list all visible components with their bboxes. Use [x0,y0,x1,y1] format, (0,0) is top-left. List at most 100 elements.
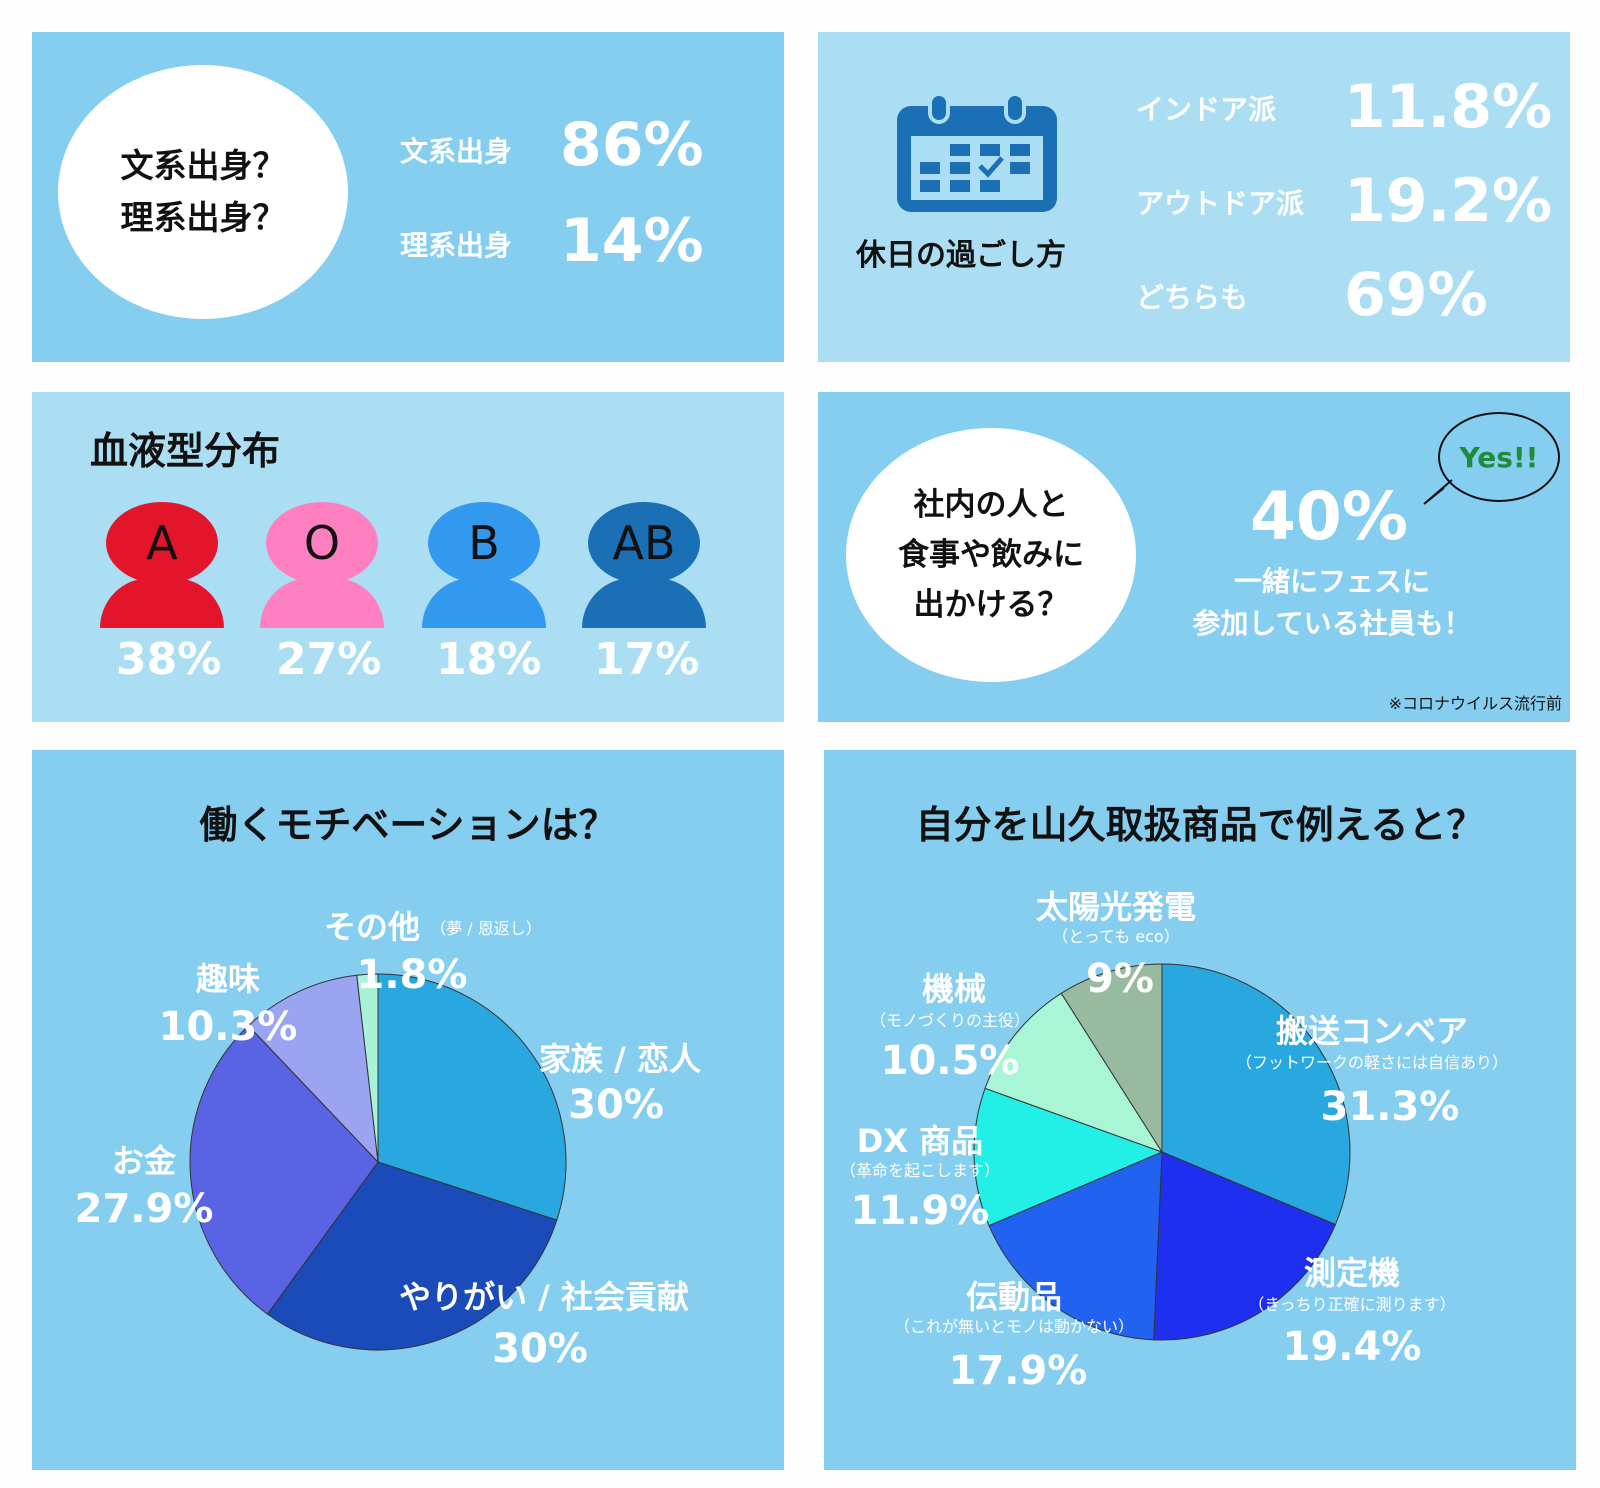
value-humanities: 86% [560,110,704,180]
slice-value-0-1: 30% [492,1326,588,1372]
value-outdoor: 19.2% [1344,166,1553,236]
value-ab: 17% [594,634,700,685]
slice-label-1-2: 伝動品 [966,1278,1062,1316]
blood-letter-ab: AB [612,516,676,570]
dining-line-3: 出かける？ [913,587,1069,623]
value-o: 27% [276,634,382,685]
dining-question-circle: 社内の人と 食事や飲みに 出かける？ [846,428,1136,682]
pie-slice-1-1 [1153,1151,1337,1341]
slice-note-1-2: （これが無いとモノは動かない） [894,1317,1134,1336]
yes-text: Yes!! [1459,440,1539,474]
slice-note-1-1: （きっちり正確に測ります） [1248,1295,1455,1314]
bubble-tail [1423,479,1453,505]
panel-blood-type: 血液型分布 A O B AB 38% 27% 18% 17% [32,392,784,722]
slice-label-0-2: お金 [112,1142,177,1180]
yes-speech-bubble: Yes!! [1438,412,1560,502]
dining-value: 40% [1250,478,1408,555]
slice-label-1-4: 機械 [922,970,986,1008]
slice-label-group-1-1: 測定機 （きっちり正確に測ります） 19.4% [1248,1254,1455,1370]
panel-humanities-science: 文系出身？ 理系出身？ 文系出身 86% 理系出身 14% [32,32,784,362]
slice-label-group-1-3: DX 商品（革命を起こします） 11.9% [840,1122,1000,1234]
slice-value-1-4: 10.5% [881,1038,1020,1084]
slice-label-1-0: 搬送コンベア [1276,1012,1468,1050]
slice-value-1-2: 17.9% [949,1348,1088,1394]
slice-note-1-4: （モノづくりの主役） [870,1011,1030,1030]
dining-line-1: 社内の人と [913,487,1069,523]
slice-label-group-0-0: 家族 / 恋人 30% [539,1040,701,1128]
slice-note-1-0: （フットワークの軽さには自信あり） [1236,1053,1508,1072]
question-line-1: 文系出身？ [120,146,286,185]
chart1-title: 働くモチベーションは？ [199,803,617,847]
slice-label-0-1: やりがい / 社会貢献 [399,1278,689,1316]
person-b-icon: B [422,502,546,628]
slice-label-0-0: 家族 / 恋人 [539,1040,701,1078]
dining-sub-1: 一緒にフェスに [1233,565,1430,598]
slice-note-0-4: （夢 / 恩返し） [430,919,542,938]
slice-label-group-1-5: 太陽光発電（とっても eco） 9% [1036,888,1196,1002]
pie-slice-1-5 [1060,963,1163,1154]
slice-value-1-0: 31.3% [1321,1084,1460,1130]
slice-label-1-1: 測定機 [1304,1254,1400,1292]
blood-letter-a: A [146,516,178,570]
pie-slice-1-3 [973,1087,1164,1227]
dining-sub-2: 参加している社員も！ [1192,607,1472,640]
value-a: 38% [116,634,222,685]
slice-label-group-0-4: その他 （夢 / 恩返し） 1.8% [324,908,542,998]
pie-slice-0-2 [189,1025,379,1315]
pie-slice-1-0 [1161,963,1351,1226]
slice-value-1-5: 9% [1086,956,1154,1002]
slice-label-0-3: 趣味 [196,960,260,998]
label-science: 理系出身 [400,229,513,262]
slice-value-1-3: 11.9% [851,1188,990,1234]
label-both: どちらも [1136,281,1249,314]
chart2-title: 自分を山久取扱商品で例えると？ [915,803,1485,847]
slice-note-1-5: （とっても eco） [1052,927,1179,946]
slice-label-group-1-0: 搬送コンベア （フットワークの軽さには自信あり） 31.3% [1236,1012,1508,1130]
slice-value-0-0: 30% [568,1082,664,1128]
calendar-icon [897,94,1057,212]
pie-slice-0-1 [266,1161,558,1351]
label-humanities: 文系出身 [400,135,513,168]
slice-label-group-0-3: 趣味 10.3% [159,960,298,1050]
slice-label-group-1-4: 機械 （モノづくりの主役） 10.5% [870,970,1030,1084]
slice-label-group-0-2: お金 27.9% [75,1142,214,1232]
dining-line-2: 食事や飲みに [898,537,1084,573]
panel-dining: 社内の人と 食事や飲みに 出かける？ Yes!! 40% 一緒にフェスに 参加し… [818,392,1570,722]
label-outdoor: アウトドア派 [1136,187,1305,220]
slice-label-1-3: DX 商品 [857,1122,983,1160]
dining-note: ※コロナウイルス流行前 [1388,694,1562,713]
slice-label-group-1-2: 伝動品（これが無いとモノは動かない） 17.9% [894,1278,1134,1394]
slice-value-1-1: 19.4% [1283,1324,1422,1370]
panel-motivation: 働くモチベーションは？ 家族 / 恋人 30% やりがい / 社会貢献 30% お金 27… [32,750,784,1470]
slice-value-0-3: 10.3% [159,1004,298,1050]
blood-letter-o: O [303,516,341,570]
slice-value-0-2: 27.9% [75,1186,214,1232]
person-a-icon: A [100,502,224,628]
blood-title: 血液型分布 [90,429,281,473]
panel-holiday: 休日の過ごし方 インドア派 11.8% アウトドア派 19.2% どちらも 69… [818,32,1570,362]
pie-slice-1-4 [984,992,1164,1153]
person-ab-icon: AB [582,502,706,628]
pie-slice-0-3 [247,974,379,1164]
person-o-icon: O [260,502,384,628]
value-b: 18% [436,634,542,685]
panel-products: 自分を山久取扱商品で例えると？ 搬送コンベア （フットワークの軽さには自信あり） 3… [824,750,1576,1470]
value-both: 69% [1344,260,1488,330]
slice-label-0-4: その他 [324,908,420,946]
holiday-caption: 休日の過ごし方 [856,238,1066,273]
slice-label-1-5: 太陽光発電 [1036,888,1196,926]
slice-note-1-3: （革命を起こします） [840,1161,1000,1180]
pie-slice-0-0 [377,973,567,1221]
blood-letter-b: B [468,516,500,570]
pie-slice-0-4 [356,973,379,1163]
pie-chart-motivation: 家族 / 恋人 30% やりがい / 社会貢献 30% お金 27.9% 趣味 10.3% その… [75,908,701,1372]
slice-value-0-4: 1.8% [357,952,468,998]
question-line-2: 理系出身？ [120,198,286,237]
label-indoor: インドア派 [1136,93,1277,126]
question-circle: 文系出身？ 理系出身？ [58,65,348,319]
pie-slice-1-2 [988,1151,1163,1341]
pie-chart-products: 搬送コンベア （フットワークの軽さには自信あり） 31.3% 測定機 （きっちり正確に測… [840,888,1508,1394]
value-indoor: 11.8% [1344,72,1553,142]
slice-label-group-0-1: やりがい / 社会貢献 30% [399,1278,689,1372]
value-science: 14% [560,206,704,276]
